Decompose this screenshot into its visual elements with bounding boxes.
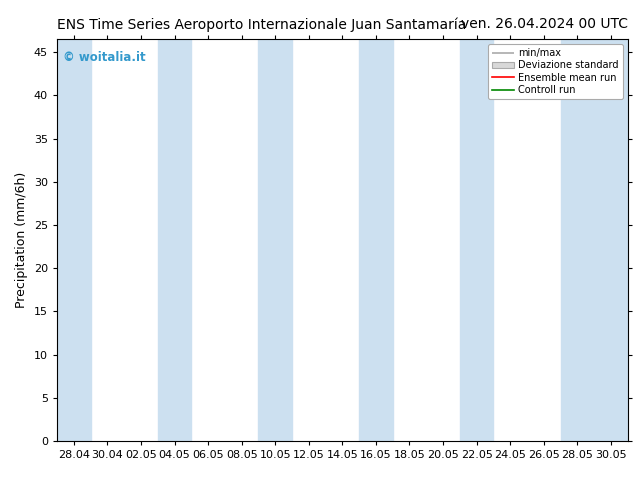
Legend: min/max, Deviazione standard, Ensemble mean run, Controll run: min/max, Deviazione standard, Ensemble m… xyxy=(488,44,623,99)
Bar xyxy=(460,39,493,441)
Bar xyxy=(259,39,292,441)
Bar xyxy=(57,39,91,441)
Bar xyxy=(560,39,628,441)
Text: ENS Time Series Aeroporto Internazionale Juan Santamaría: ENS Time Series Aeroporto Internazionale… xyxy=(57,17,467,32)
Text: © woitalia.it: © woitalia.it xyxy=(63,51,145,64)
Bar xyxy=(158,39,191,441)
Text: ven. 26.04.2024 00 UTC: ven. 26.04.2024 00 UTC xyxy=(461,17,628,31)
Bar xyxy=(359,39,392,441)
Y-axis label: Precipitation (mm/6h): Precipitation (mm/6h) xyxy=(15,172,29,308)
